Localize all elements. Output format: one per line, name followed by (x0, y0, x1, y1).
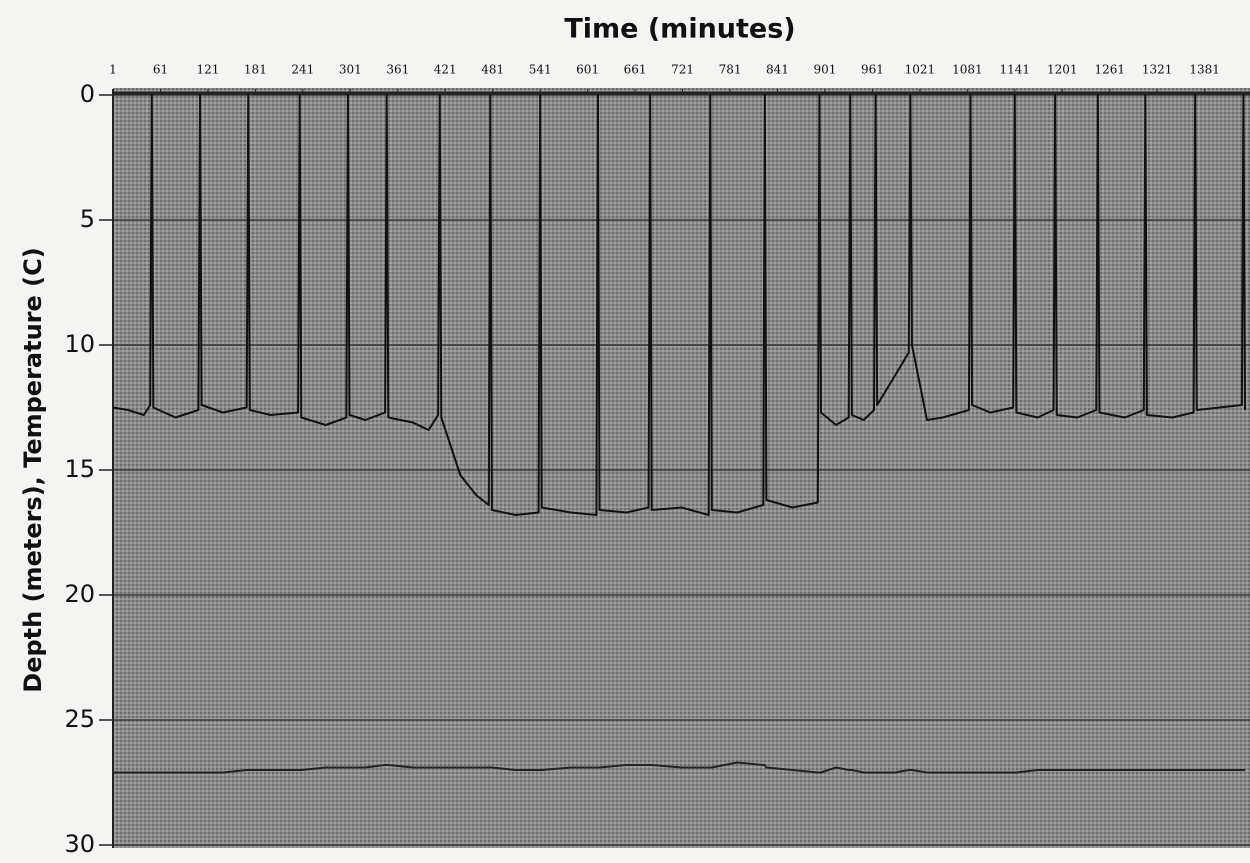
x-tick-label: 901 (813, 63, 836, 77)
x-tick-label: 1 (109, 63, 117, 77)
y-tick-label: 25 (64, 705, 95, 733)
x-tick-label: 421 (434, 63, 457, 77)
x-tick-label: 1321 (1142, 63, 1173, 77)
y-tick-label: 0 (80, 80, 95, 108)
series-line (112, 94, 1246, 516)
x-tick-label: 1381 (1189, 63, 1220, 77)
x-tick-label: 1261 (1094, 63, 1125, 77)
y-tick-label: 5 (80, 205, 95, 233)
x-tick-label: 361 (386, 63, 409, 77)
x-tick-label: 661 (624, 63, 647, 77)
x-tick-label: 721 (671, 63, 694, 77)
y-tick-label: 15 (64, 455, 95, 483)
x-tick-label: 1141 (1000, 63, 1031, 77)
x-tick-label: 1021 (905, 63, 936, 77)
x-tick-label: 1201 (1047, 63, 1078, 77)
x-tick-label: 181 (244, 63, 267, 77)
y-tick-label: 20 (64, 580, 95, 608)
x-tick-label: 541 (529, 63, 552, 77)
y-tick-label: 10 (64, 330, 95, 358)
x-tick-label: 781 (719, 63, 742, 77)
x-tick-label: 61 (153, 63, 168, 77)
x-tick-label: 1081 (952, 63, 983, 77)
x-tick-label: 601 (576, 63, 599, 77)
plot-area (113, 88, 1250, 848)
x-tick-label: 961 (861, 63, 884, 77)
y-tick-label: 30 (64, 830, 95, 858)
x-tick-label: 301 (339, 63, 362, 77)
series-line (113, 761, 1245, 774)
chart-title: Time (minutes) (564, 14, 795, 45)
y-axis-label: Depth (meters), Temperature (C) (19, 247, 47, 692)
x-tick-label: 481 (481, 63, 504, 77)
x-tick-label: 241 (291, 63, 314, 77)
x-tick-label: 121 (196, 63, 219, 77)
x-tick-label: 841 (766, 63, 789, 77)
